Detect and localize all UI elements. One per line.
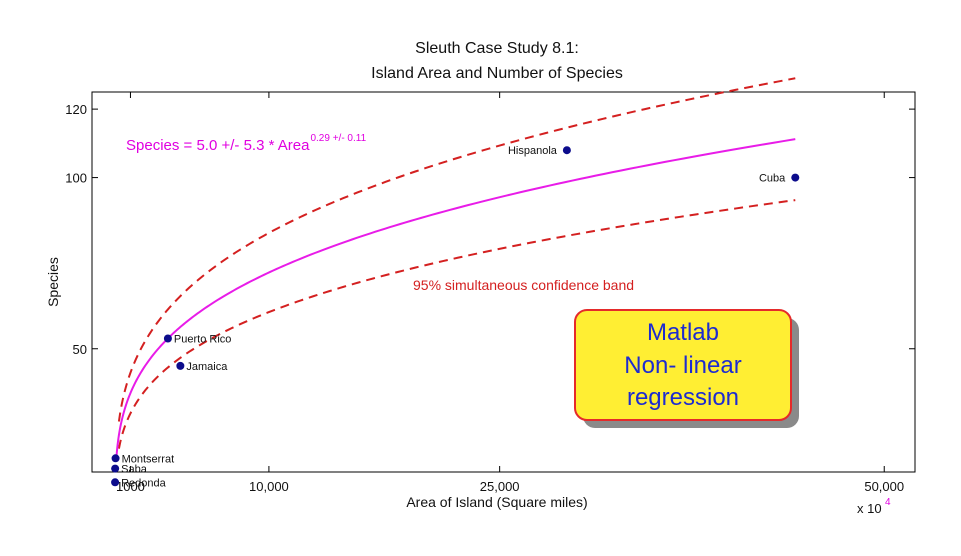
x-tick-label-0: 1000 bbox=[116, 479, 145, 494]
data-point-cuba bbox=[791, 173, 800, 182]
x-tick-label-3: 50,000 bbox=[864, 479, 904, 494]
chart-title: Sleuth Case Study 8.1: bbox=[415, 40, 579, 57]
point-label-jamaica: Jamaica bbox=[186, 361, 228, 373]
regression-fit-line bbox=[115, 138, 796, 462]
point-label-puerto-rico: Puerto Rico bbox=[174, 333, 231, 345]
equation-text: Species = 5.0 +/- 5.3 * Area bbox=[126, 137, 310, 154]
point-label-hispanola: Hispanola bbox=[508, 145, 558, 157]
confidence-band-upper-line bbox=[117, 77, 796, 422]
data-point-jamaica bbox=[176, 361, 185, 370]
point-label-montserrat: Montserrat bbox=[122, 453, 175, 465]
x-multiplier-label: x 10 bbox=[857, 501, 882, 516]
x-tick-label-2: 25,000 bbox=[480, 479, 520, 494]
data-point-redonda bbox=[111, 478, 120, 487]
y-tick-label-0: 50 bbox=[73, 342, 87, 357]
y-tick-label-1: 100 bbox=[65, 171, 87, 186]
chart-subtitle: Island Area and Number of Species bbox=[371, 65, 623, 82]
point-label-redonda: Redonda bbox=[121, 477, 167, 489]
x-tick-label-1: 10,000 bbox=[249, 479, 289, 494]
confidence-band-label: 95% simultaneous confidence band bbox=[413, 277, 634, 293]
x-multiplier-exponent: 4 bbox=[885, 497, 891, 508]
axis-ticks bbox=[92, 92, 915, 472]
callout-box: Matlab Non- linear regression bbox=[574, 309, 799, 428]
data-point-hispanola bbox=[562, 146, 571, 155]
confidence-band-lower-line bbox=[117, 199, 796, 449]
point-label-saba: Saba bbox=[121, 464, 148, 476]
data-point-saba bbox=[111, 464, 120, 473]
callout-line-1: Matlab bbox=[647, 319, 719, 346]
data-point-montserrat bbox=[111, 454, 120, 463]
point-label-cuba: Cuba bbox=[759, 173, 786, 185]
tick-labels: 50 100 120 1000 10,000 25,000 50,000 bbox=[65, 102, 904, 494]
plot-area-frame bbox=[91, 91, 916, 473]
equation-exponent: 0.29 +/- 0.11 bbox=[310, 133, 366, 144]
data-points: Cuba Hispanola Jamaica Puerto Rico Montserra… bbox=[111, 145, 800, 489]
y-axis-label: Species bbox=[45, 257, 61, 307]
callout-background bbox=[574, 309, 792, 421]
equation-annotation: Species = 5.0 +/- 5.3 * Area0.29 +/- 0.1… bbox=[126, 133, 367, 154]
data-point-puerto-rico bbox=[163, 334, 172, 343]
y-tick-label-2: 120 bbox=[65, 102, 87, 117]
x-axis-label: Area of Island (Square miles) bbox=[406, 494, 587, 510]
callout-line-3: regression bbox=[627, 384, 739, 411]
callout-line-2: Non- linear bbox=[624, 352, 741, 379]
